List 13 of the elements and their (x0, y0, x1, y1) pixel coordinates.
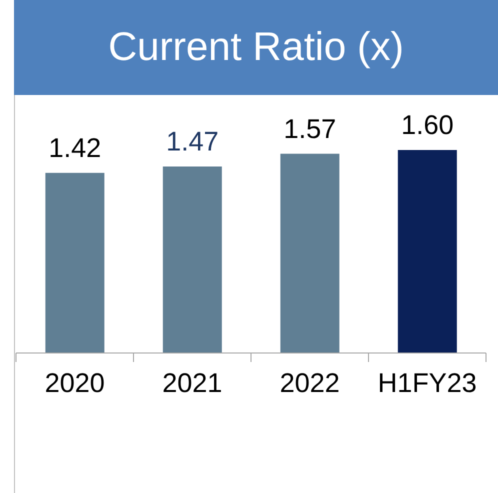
x-tick-label: 2022 (280, 368, 340, 398)
data-label: 1.42 (48, 132, 102, 163)
chart-title: Current Ratio (x) (14, 0, 498, 95)
data-label: 1.57 (284, 114, 336, 144)
x-tick-label: 2021 (162, 368, 222, 398)
bar (280, 154, 340, 353)
x-tick-label: H1FY23 (378, 368, 477, 398)
bar (162, 166, 222, 353)
data-label: 1.60 (401, 110, 454, 140)
x-tick-label: 2020 (44, 368, 105, 398)
bar (45, 172, 104, 353)
bar (398, 150, 457, 353)
data-label: 1.47 (166, 126, 219, 156)
